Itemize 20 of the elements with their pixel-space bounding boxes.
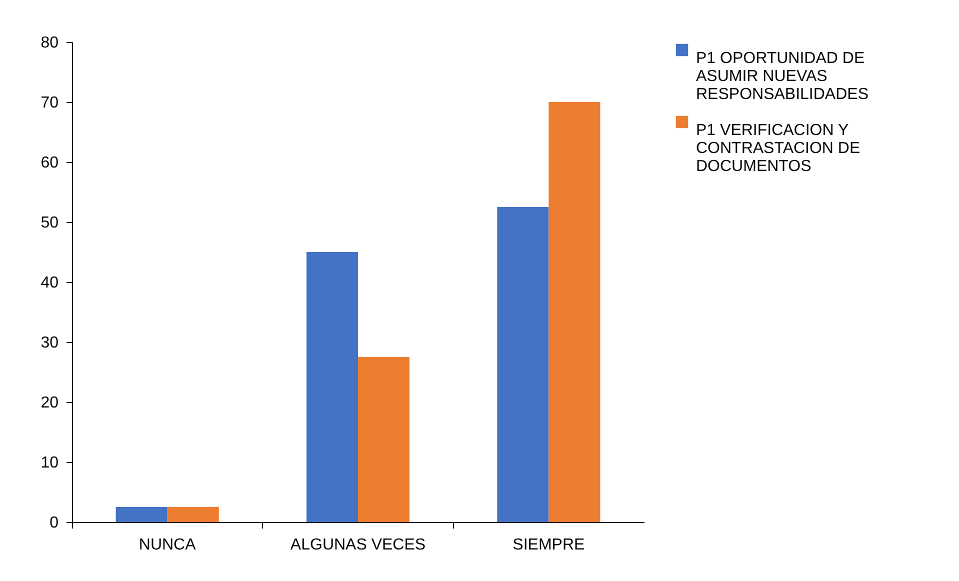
bar	[497, 207, 549, 522]
y-tick-label: 60	[40, 154, 59, 172]
x-tick-label: NUNCA	[138, 536, 196, 554]
bar	[116, 507, 168, 522]
bar	[167, 507, 219, 522]
x-tick-label: SIEMPRE	[512, 536, 585, 554]
y-tick-label: 70	[40, 94, 59, 112]
legend-label: P1 OPORTUNIDAD DE ASUMIR NUEVAS RESPONSABILIDADES	[696, 50, 868, 103]
y-tick-label: 80	[40, 34, 59, 52]
bar	[306, 252, 358, 522]
bar	[548, 102, 600, 522]
legend-label: P1 VERIFICACION Y CONTRASTACION DE DOCUMENTOS	[696, 122, 860, 175]
y-tick-label: 40	[40, 274, 59, 292]
bar	[358, 357, 410, 522]
y-tick-label: 30	[40, 334, 59, 352]
y-tick-label: 10	[40, 454, 59, 472]
x-tick-label: ALGUNAS VECES	[290, 536, 426, 554]
y-tick-label: 0	[50, 514, 59, 532]
y-tick-label: 20	[40, 394, 59, 412]
y-tick-label: 50	[40, 214, 59, 232]
